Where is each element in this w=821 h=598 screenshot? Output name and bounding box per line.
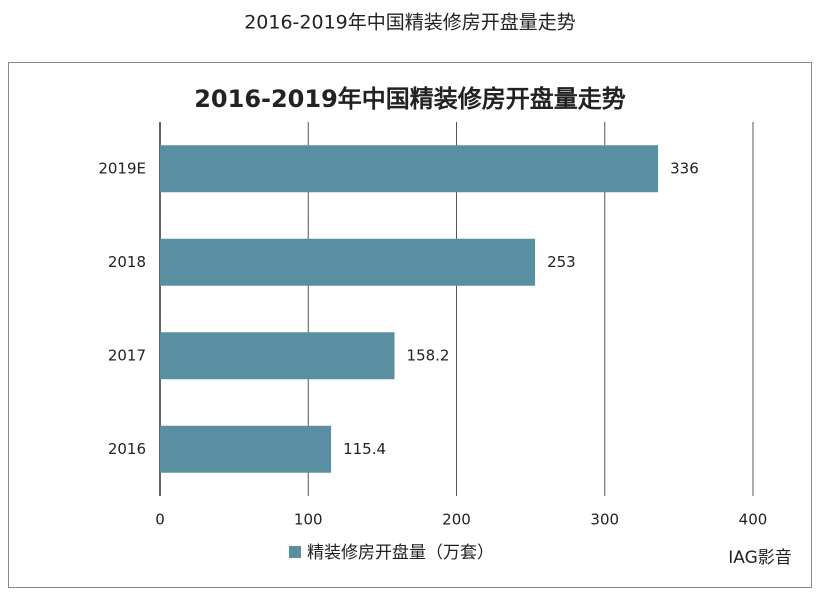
y-tick-label: 2016 [108,440,146,458]
bar [160,145,659,193]
data-label: 253 [547,253,576,271]
x-tick-label: 0 [155,511,165,529]
y-tick-label: 2017 [108,346,146,364]
x-tick-label: 400 [739,511,768,529]
x-tick-label: 300 [590,511,619,529]
bar [160,332,395,380]
bar [160,238,536,286]
legend-swatch [289,546,301,558]
bar [160,425,332,473]
legend-label: 精装修房开盘量（万套） [307,543,494,563]
y-tick-label: 2018 [108,253,146,271]
page-title: 2016-2019年中国精装修房开盘量走势 [244,12,576,34]
watermark: IAG影音 [728,548,792,568]
data-label: 336 [670,159,699,177]
x-tick-label: 100 [294,511,323,529]
chart-title: 2016-2019年中国精装修房开盘量走势 [194,85,626,113]
y-tick-label: 2019E [98,159,146,177]
data-label: 115.4 [343,440,386,458]
x-tick-label: 200 [442,511,471,529]
data-label: 158.2 [407,346,450,364]
chart-frame [8,62,812,588]
